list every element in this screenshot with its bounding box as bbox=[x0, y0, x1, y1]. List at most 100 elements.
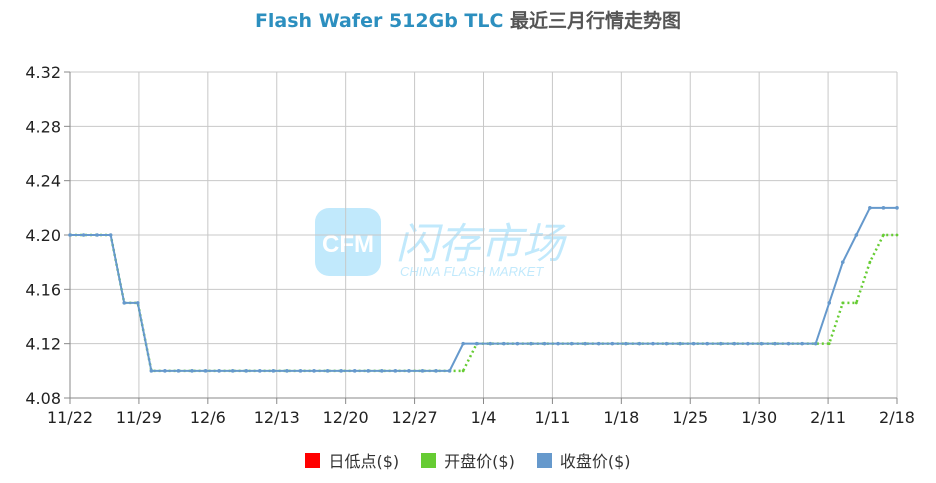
data-point-series-1 bbox=[882, 233, 885, 237]
data-point-series-2 bbox=[176, 369, 181, 373]
data-point-series-1 bbox=[854, 301, 858, 305]
data-point-series-2 bbox=[800, 341, 804, 346]
chart-title-en: Flash Wafer 512Gb TLC bbox=[254, 10, 504, 32]
data-point-series-2 bbox=[461, 341, 465, 346]
data-point-series-2 bbox=[718, 341, 723, 346]
data-point-series-2 bbox=[434, 369, 438, 373]
data-point-series-2 bbox=[488, 341, 493, 346]
x-tick-label: 11/22 bbox=[47, 408, 93, 427]
x-tick-label: 1/4 bbox=[471, 408, 497, 427]
data-point-series-2 bbox=[366, 369, 371, 373]
y-tick-label: 4.24 bbox=[25, 172, 61, 191]
watermark-en-text: CHINA FLASH MARKET bbox=[400, 264, 544, 279]
x-tick-label: 2/11 bbox=[810, 408, 846, 427]
chart-title-zh: 最近三月行情走势图 bbox=[510, 10, 682, 32]
legend-item-open[interactable]: 开盘价($) bbox=[421, 448, 515, 472]
legend-item-day-low[interactable]: 日低点($) bbox=[305, 448, 399, 472]
data-point-series-2 bbox=[244, 369, 249, 373]
y-tick-label: 4.12 bbox=[25, 335, 61, 354]
data-point-series-2 bbox=[529, 341, 533, 346]
data-point-series-2 bbox=[108, 233, 113, 237]
data-point-series-2 bbox=[556, 341, 560, 346]
data-point-series-2 bbox=[230, 369, 235, 373]
series-line-2 bbox=[70, 206, 897, 372]
legend-swatch-day-low bbox=[305, 452, 321, 468]
data-point-series-2 bbox=[149, 369, 154, 373]
data-point-series-2 bbox=[895, 206, 899, 210]
data-point-series-2 bbox=[651, 341, 655, 346]
grid bbox=[69, 71, 898, 399]
legend-swatch-open bbox=[421, 452, 437, 468]
x-tick-label: 12/27 bbox=[392, 408, 438, 427]
x-tick-label: 2/18 bbox=[879, 408, 915, 427]
legend: 日低点($) 开盘价($) 收盘价($) bbox=[0, 448, 936, 472]
data-point-series-2 bbox=[664, 341, 669, 346]
data-point-series-2 bbox=[637, 341, 642, 346]
data-point-series-2 bbox=[285, 369, 289, 373]
data-point-series-2 bbox=[95, 233, 99, 237]
y-tick-label: 4.20 bbox=[25, 226, 61, 245]
y-tick-label: 4.16 bbox=[25, 280, 61, 299]
data-point-series-2 bbox=[759, 341, 764, 346]
legend-item-close[interactable]: 收盘价($) bbox=[536, 448, 631, 472]
watermark-cn-text: 闪存市场 bbox=[396, 219, 567, 268]
data-point-series-2 bbox=[339, 369, 343, 373]
data-point-series-2 bbox=[868, 206, 872, 210]
data-point-series-2 bbox=[135, 301, 140, 305]
data-point-series-2 bbox=[163, 369, 167, 373]
x-tick-label: 1/11 bbox=[534, 408, 570, 427]
data-point-series-2 bbox=[420, 369, 425, 373]
data-point-series-2 bbox=[190, 369, 194, 373]
data-point-series-2 bbox=[81, 233, 86, 237]
legend-swatch-close bbox=[536, 452, 552, 468]
data-point-series-1 bbox=[895, 233, 899, 237]
data-point-series-2 bbox=[827, 301, 832, 305]
data-point-series-2 bbox=[610, 341, 615, 346]
data-point-series-2 bbox=[325, 369, 330, 373]
data-point-series-1 bbox=[868, 260, 872, 264]
data-point-series-2 bbox=[352, 369, 357, 373]
legend-label-day-low: 日低点($) bbox=[328, 452, 400, 471]
watermark-logo-box bbox=[315, 208, 381, 276]
legend-label-close: 收盘价($) bbox=[559, 452, 631, 471]
data-point-series-2 bbox=[678, 341, 682, 346]
line-chart: CFM 闪存市场 CHINA FLASH MARKET 4.08 4.12 4.16… bbox=[25, 63, 915, 427]
data-point-series-1 bbox=[461, 369, 465, 373]
data-point-series-2 bbox=[515, 341, 520, 346]
data-point-series-2 bbox=[854, 233, 859, 237]
data-point-series-2 bbox=[813, 341, 818, 346]
x-tick-label: 12/13 bbox=[254, 408, 300, 427]
watermark: CFM 闪存市场 CHINA FLASH MARKET bbox=[315, 208, 567, 279]
data-point-series-2 bbox=[474, 341, 479, 346]
data-point-series-2 bbox=[122, 301, 127, 305]
data-point-series-1 bbox=[827, 342, 831, 346]
data-point-series-2 bbox=[746, 341, 750, 346]
x-tick-label: 1/30 bbox=[741, 408, 777, 427]
y-tick-label: 4.32 bbox=[25, 63, 61, 82]
data-point-series-2 bbox=[596, 341, 601, 346]
data-point-series-2 bbox=[68, 233, 72, 237]
data-point-series-2 bbox=[258, 369, 262, 373]
y-tick-label: 4.28 bbox=[25, 117, 61, 136]
data-point-series-2 bbox=[773, 341, 777, 346]
data-point-series-2 bbox=[502, 341, 506, 346]
data-point-series-2 bbox=[624, 341, 628, 346]
y-tick-label: 4.08 bbox=[25, 389, 61, 408]
data-point-series-2 bbox=[203, 369, 208, 373]
data-point-series-2 bbox=[840, 260, 845, 264]
data-point-series-2 bbox=[447, 369, 452, 373]
data-point-series-2 bbox=[380, 369, 384, 373]
data-point-series-2 bbox=[881, 206, 886, 210]
x-axis: 11/22 11/29 12/6 12/13 12/20 12/27 1/4 1/11 1/18… bbox=[47, 397, 915, 427]
data-point-series-2 bbox=[298, 369, 303, 373]
x-tick-label: 1/18 bbox=[603, 408, 639, 427]
data-point-series-2 bbox=[407, 369, 411, 373]
data-point-series-2 bbox=[583, 341, 587, 346]
chart-title: Flash Wafer 512Gb TLC 最近三月行情走势图 bbox=[0, 6, 936, 33]
x-tick-label: 1/25 bbox=[672, 408, 708, 427]
series-layer bbox=[68, 206, 899, 373]
data-point-series-2 bbox=[691, 341, 696, 346]
data-point-series-2 bbox=[569, 341, 574, 346]
legend-label-open: 开盘价($) bbox=[444, 452, 515, 471]
data-point-series-1 bbox=[841, 301, 845, 305]
